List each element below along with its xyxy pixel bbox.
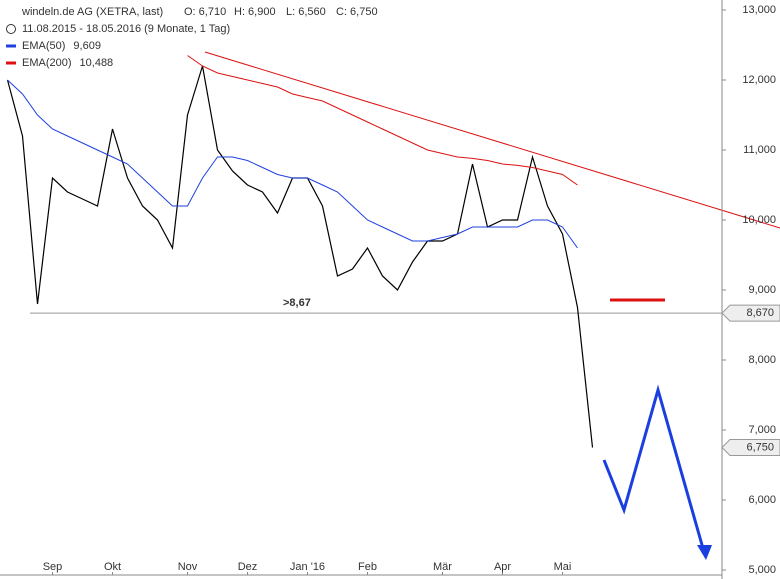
x-tick-label: Apr (494, 561, 511, 573)
price-line (6, 65, 594, 448)
ohlc-high: H: 6,900 (234, 6, 276, 18)
x-tick-label: Dez (238, 561, 258, 573)
price-tag-label: 6,750 (746, 441, 774, 453)
x-tick-label: Okt (104, 561, 121, 573)
y-tick-label: 13,000 (742, 4, 776, 16)
subtitle: 11.08.2015 - 18.05.2016 (9 Monate, 1 Tag… (22, 23, 230, 35)
ohlc-low: L: 6,560 (286, 6, 326, 18)
price-tag (721, 304, 780, 322)
y-tick-label: 9,000 (748, 284, 776, 296)
legend-label: EMA(50) (22, 40, 65, 52)
arrow-head (697, 545, 712, 560)
y-tick-label: 5,000 (748, 564, 776, 576)
ohlc-close: C: 6,750 (336, 6, 378, 18)
x-tick-label: Jan '16 (290, 561, 325, 573)
chart-title: windeln.de AG (XETRA, last) (21, 6, 163, 18)
x-tick-label: Mai (554, 561, 572, 573)
x-tick-label: Sep (43, 561, 63, 573)
price-tag (721, 439, 780, 456)
forecast-arrow (602, 384, 706, 553)
y-tick-label: 10,000 (742, 214, 776, 226)
ohlc-open: O: 6,710 (184, 6, 226, 18)
ema-line (7, 79, 578, 249)
x-tick-label: Feb (358, 561, 377, 573)
legend-value: 10,488 (80, 57, 114, 69)
x-tick-label: Mär (433, 561, 452, 573)
legend-label: EMA(200) (22, 57, 72, 69)
y-tick-label: 6,000 (748, 494, 776, 506)
ema-line (187, 55, 578, 186)
support-label: >8,67 (283, 297, 311, 309)
y-tick-label: 7,000 (748, 424, 776, 436)
y-tick-label: 8,000 (748, 354, 776, 366)
price-tag-label: 8,670 (746, 307, 774, 319)
y-tick-label: 12,000 (742, 74, 776, 86)
clock-icon (6, 24, 16, 34)
legend-value: 9,609 (73, 40, 101, 52)
spacer (642, 40, 780, 228)
y-tick-label: 11,000 (743, 144, 776, 156)
x-tick-label: Nov (178, 561, 198, 573)
trend-line (204, 51, 780, 229)
